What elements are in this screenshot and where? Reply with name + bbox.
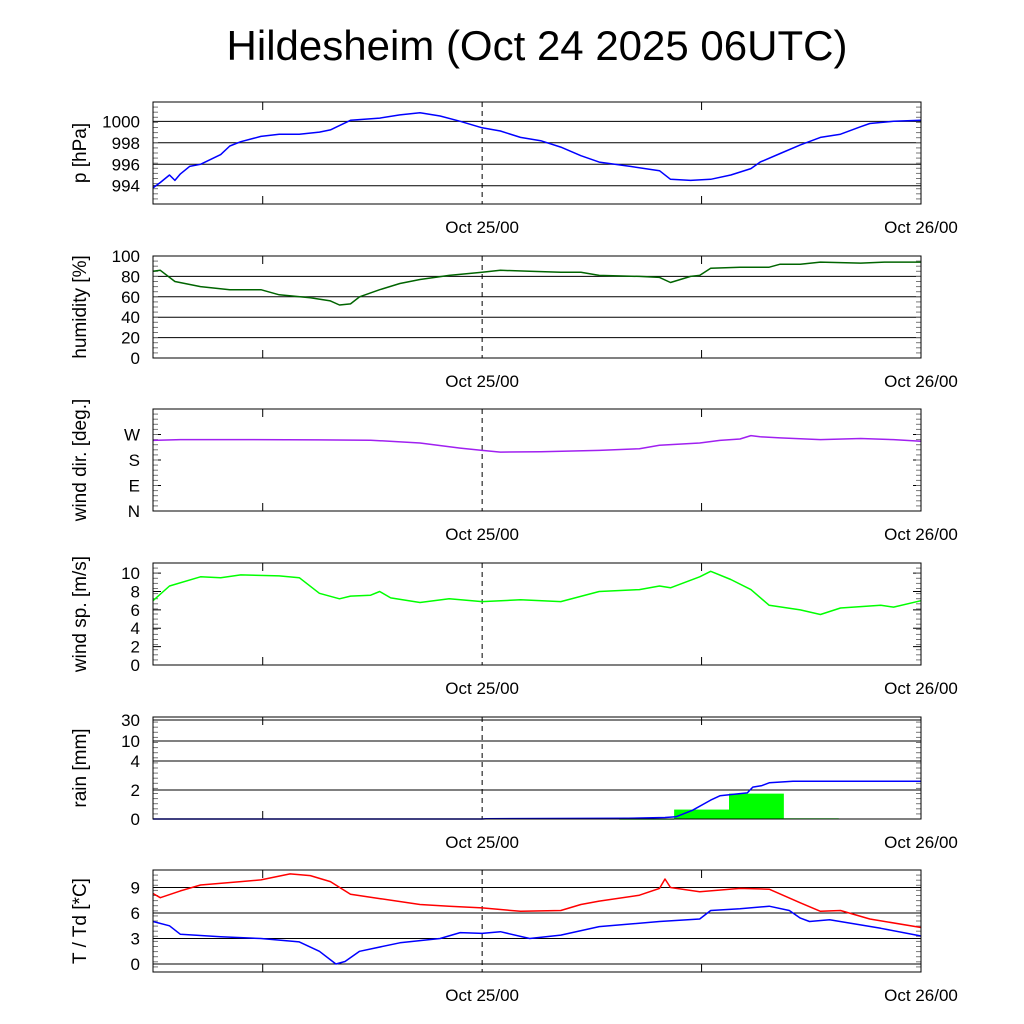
y-tick-label: 40 (121, 308, 140, 327)
y-tick-label: 0 (131, 349, 140, 368)
rain-bar (729, 793, 784, 819)
x-tick-label: Oct 26/00 (884, 986, 958, 1005)
plot-frame (152, 869, 922, 973)
y-tick-label: 100 (112, 247, 140, 266)
y-tick-label: 20 (121, 329, 140, 348)
y-tick-label: W (124, 426, 140, 445)
x-tick-label: Oct 25/00 (445, 986, 519, 1005)
plot-frame (152, 408, 922, 512)
series-line-wind-direction (152, 434, 922, 453)
y-tick-label: 996 (112, 155, 140, 174)
series-line-humidity (152, 261, 921, 306)
y-axis-label: wind dir. [deg.] (70, 399, 91, 523)
plot-frame (152, 255, 922, 359)
y-tick-label: 30 (121, 711, 140, 730)
y-axis-label: rain [mm] (70, 728, 91, 807)
y-axis-label: humidity [%] (70, 255, 91, 358)
y-tick-label: 4 (131, 752, 140, 771)
plot-frame (152, 562, 922, 666)
x-tick-label: Oct 25/00 (445, 833, 519, 852)
y-tick-label: 4 (131, 619, 140, 638)
x-tick-label: Oct 25/00 (445, 679, 519, 698)
x-tick-label: Oct 25/00 (445, 525, 519, 544)
plot-frame (152, 101, 922, 205)
y-axis-label: wind sp. [m/s] (70, 556, 91, 673)
y-tick-label: 60 (121, 288, 140, 307)
y-tick-label: 2 (131, 638, 140, 657)
series-line-pressure (152, 111, 922, 189)
chart-title: Hildesheim (Oct 24 2025 06UTC) (226, 22, 848, 69)
y-tick-label: 8 (131, 582, 140, 601)
y-tick-label: 0 (131, 810, 140, 829)
series-line-wind-speed (152, 570, 922, 616)
panel-temperature: 0 3 6 9 T / Td [*C] Oct 25/00 Oct 26/00 (70, 869, 958, 1005)
rain-bar (674, 809, 729, 819)
x-tick-label: Oct 26/00 (884, 372, 958, 391)
y-tick-label: 80 (121, 267, 140, 286)
y-axis-label: T / Td [*C] (70, 878, 91, 964)
panel-rain: 0 2 410 30 rain [mm] Oct 25/00 Oct 26/00 (70, 711, 958, 852)
y-axis-label: p [hPa] (70, 123, 91, 183)
y-tick-label: 6 (131, 601, 140, 620)
y-tick-label: 9 (131, 879, 140, 898)
x-tick-label: Oct 26/00 (884, 833, 958, 852)
panel-pressure: 994 996 998 1000 p [hPa] Oct 25/00 Oct 26/00 (70, 101, 958, 237)
y-tick-label: 998 (112, 134, 140, 153)
y-tick-label: 0 (131, 656, 140, 675)
plot-frame (152, 716, 922, 820)
y-tick-label: 2 (131, 781, 140, 800)
x-tick-label: Oct 26/00 (884, 679, 958, 698)
y-tick-label: 994 (112, 177, 140, 196)
series-line-dew-point (152, 905, 922, 965)
series-line-temperature (152, 873, 922, 929)
y-tick-label: 10 (121, 564, 140, 583)
y-tick-label: S (129, 451, 140, 470)
x-tick-label: Oct 26/00 (884, 218, 958, 237)
y-tick-label: N (128, 502, 140, 521)
y-tick-label: 0 (131, 955, 140, 974)
y-tick-label: 1000 (102, 112, 140, 131)
x-tick-label: Oct 25/00 (445, 372, 519, 391)
x-tick-label: Oct 25/00 (445, 218, 519, 237)
x-tick-label: Oct 26/00 (884, 525, 958, 544)
y-tick-label: E (129, 477, 140, 496)
series-line-accumulated-rain (153, 780, 921, 820)
y-tick-label: 3 (131, 930, 140, 949)
y-tick-label: 6 (131, 904, 140, 923)
y-tick-label: 10 (121, 732, 140, 751)
